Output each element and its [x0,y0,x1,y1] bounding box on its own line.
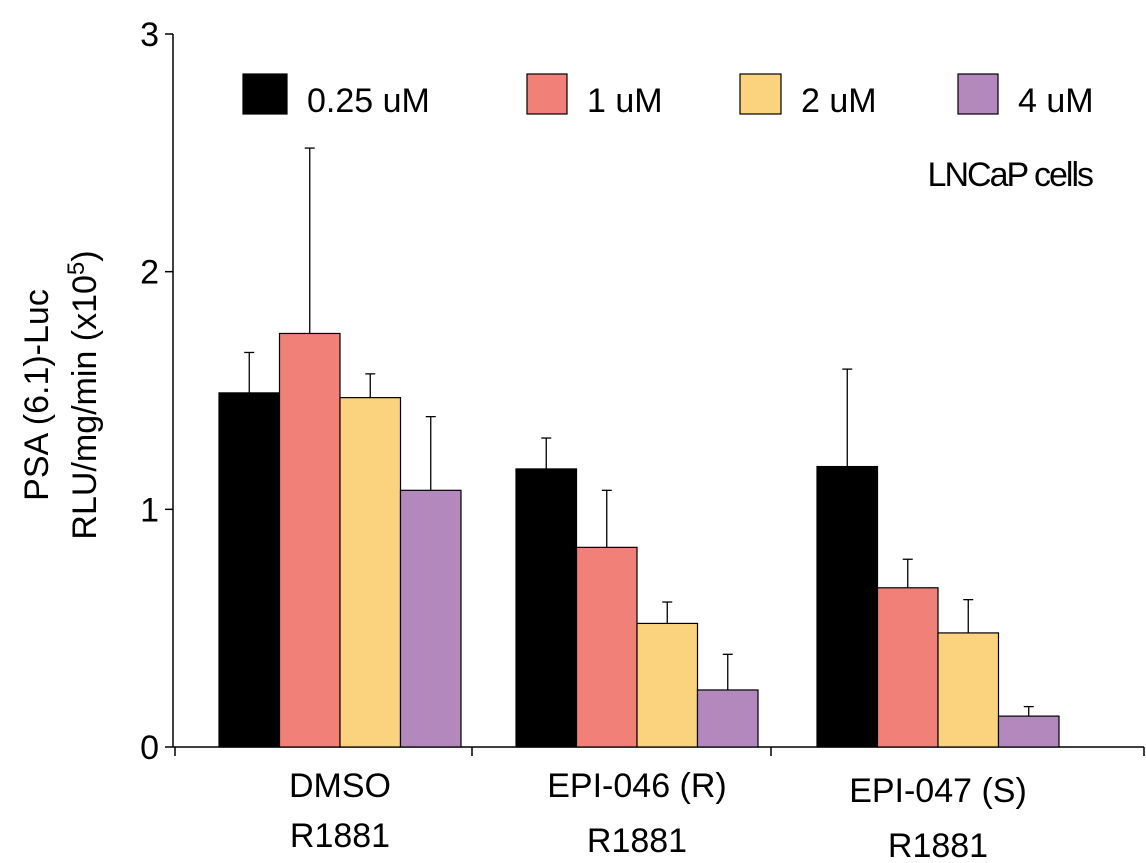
y-tick-label: 2 [140,254,159,292]
x-category-label: EPI-047 (S) [849,772,1027,810]
legend-label: 2 uM [801,82,877,120]
y-axis-label-line1: PSA (6.1)-Luc [18,289,56,501]
bar [399,489,462,748]
x-category-label: DMSO [289,767,391,805]
y-axis-label-line2-base: RLU/mg/min (x10 [66,275,104,540]
bar [937,632,1000,748]
x-category-label: EPI-046 (R) [547,767,727,805]
bar [575,546,638,748]
bars [218,147,1060,748]
y-tick-label: 3 [140,16,159,54]
y-tick-label: 1 [140,491,159,529]
legend-swatch [526,73,568,115]
bar [339,397,402,748]
bar [816,465,879,748]
bar [218,392,281,748]
cell-line-annotation: LNCaP cells [928,156,1093,194]
y-axis-label-exponent: 5 [63,262,90,275]
legend-swatch [242,73,288,115]
axes: 0 1 2 3 DMSO R1881 EPI-046 (R) R1881 EPI-047 (S)… [140,16,1145,863]
legend-label: 0.25 uM [307,82,430,120]
legend-swatch [739,73,782,115]
y-axis-label: PSA (6.1)-Luc RLU/mg/min (x105) [18,250,104,539]
bar [515,468,578,748]
bar [696,689,759,748]
legend: 0.25 uM 1 uM 2 uM 4 uM [242,73,1094,120]
x-category-label: R1881 [888,827,988,863]
y-axis-label-close: ) [66,250,104,261]
bar [997,715,1060,748]
bar [636,622,699,748]
legend-label: 1 uM [587,82,663,120]
legend-swatch [957,73,999,115]
bar [876,587,939,748]
bar [278,332,341,748]
x-category-label: R1881 [587,822,687,860]
y-axis-label-line2: RLU/mg/min (x105) [63,250,104,539]
y-tick-label: 0 [140,729,159,767]
legend-label: 4 uM [1018,82,1094,120]
x-category-label: R1881 [290,817,390,855]
